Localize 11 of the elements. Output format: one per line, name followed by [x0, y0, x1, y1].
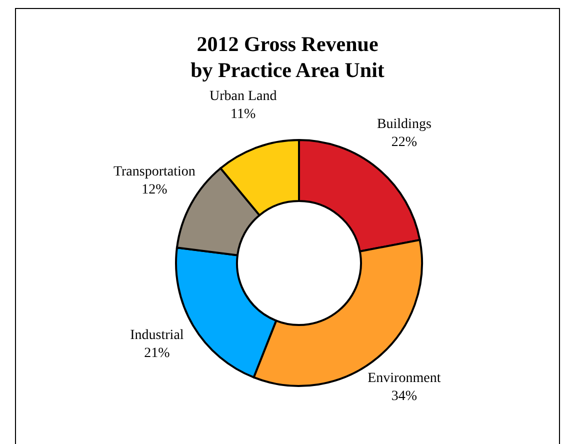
slice-label: Urban Land: [209, 88, 277, 104]
chart-title: 2012 Gross Revenue by Practice Area Unit: [190, 31, 386, 83]
slice-label: Industrial: [130, 328, 184, 343]
data-label: 12%: [142, 182, 168, 198]
slice-label: Transportation: [113, 164, 196, 180]
slice-label: Buildings: [376, 116, 432, 132]
slice-label: Environment: [368, 371, 441, 386]
data-label: 34%: [391, 389, 418, 404]
data-label: 11%: [230, 106, 256, 122]
data-label: 21%: [144, 346, 170, 361]
data-label: 22%: [391, 134, 418, 150]
